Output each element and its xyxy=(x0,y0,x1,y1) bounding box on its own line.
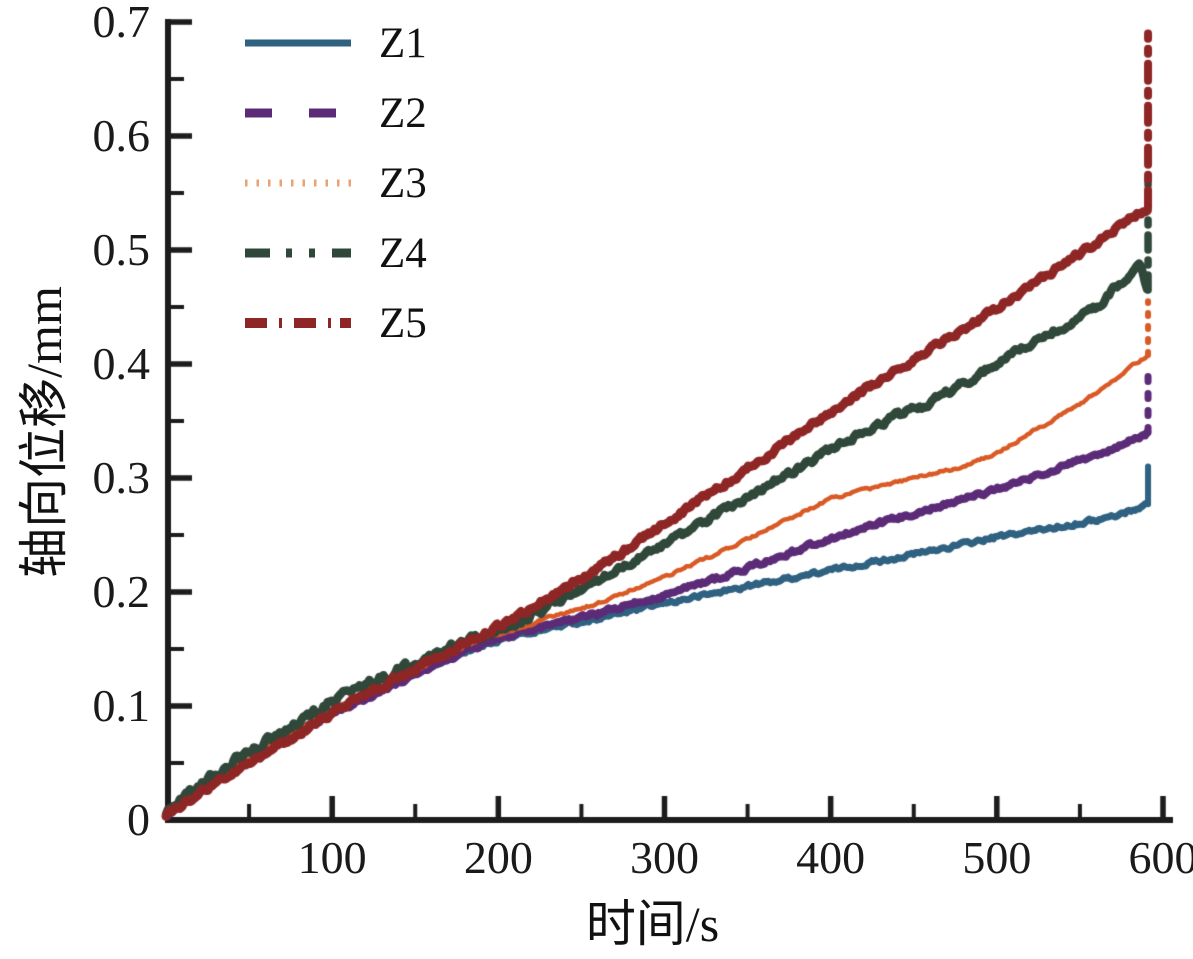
chart-legend: Z1 Z2 Z3 Z4 Z5 xyxy=(243,8,427,358)
legend-label-z1: Z1 xyxy=(379,19,427,67)
legend-line-z4 xyxy=(245,248,351,258)
x-axis-title: 时间/s xyxy=(585,896,720,952)
y-tick-label: 0.5 xyxy=(92,224,151,275)
x-tick-label: 400 xyxy=(796,832,866,883)
x-tick-label: 600 xyxy=(1128,832,1193,883)
y-tick-label: 0.6 xyxy=(92,110,151,161)
legend-line-z5 xyxy=(245,318,351,328)
legend-line-z1 xyxy=(245,39,351,47)
legend-label-z5: Z5 xyxy=(379,299,427,347)
legend-label-z2: Z2 xyxy=(379,89,427,137)
x-tick-label: 300 xyxy=(630,832,699,883)
legend-item-z1: Z1 xyxy=(243,8,427,78)
legend-label-z3: Z3 xyxy=(379,159,427,207)
y-tick-label: 0.1 xyxy=(92,680,151,731)
legend-item-z5: Z5 xyxy=(243,288,427,358)
y-tick-label: 0.2 xyxy=(92,566,151,617)
y-tick-label: 0.7 xyxy=(92,0,151,47)
legend-item-z4: Z4 xyxy=(243,218,427,288)
y-tick-label: 0 xyxy=(127,794,150,845)
legend-item-z2: Z2 xyxy=(243,78,427,148)
y-tick-label: 0.3 xyxy=(92,452,151,503)
x-tick-label: 200 xyxy=(463,832,533,883)
legend-line-z3 xyxy=(245,179,351,187)
legend-item-z3: Z3 xyxy=(243,148,427,218)
legend-label-z4: Z4 xyxy=(379,229,427,277)
legend-line-z2 xyxy=(245,108,351,118)
y-tick-label: 0.4 xyxy=(92,338,151,389)
x-tick-label: 100 xyxy=(297,832,367,883)
x-tick-label: 500 xyxy=(962,832,1032,883)
